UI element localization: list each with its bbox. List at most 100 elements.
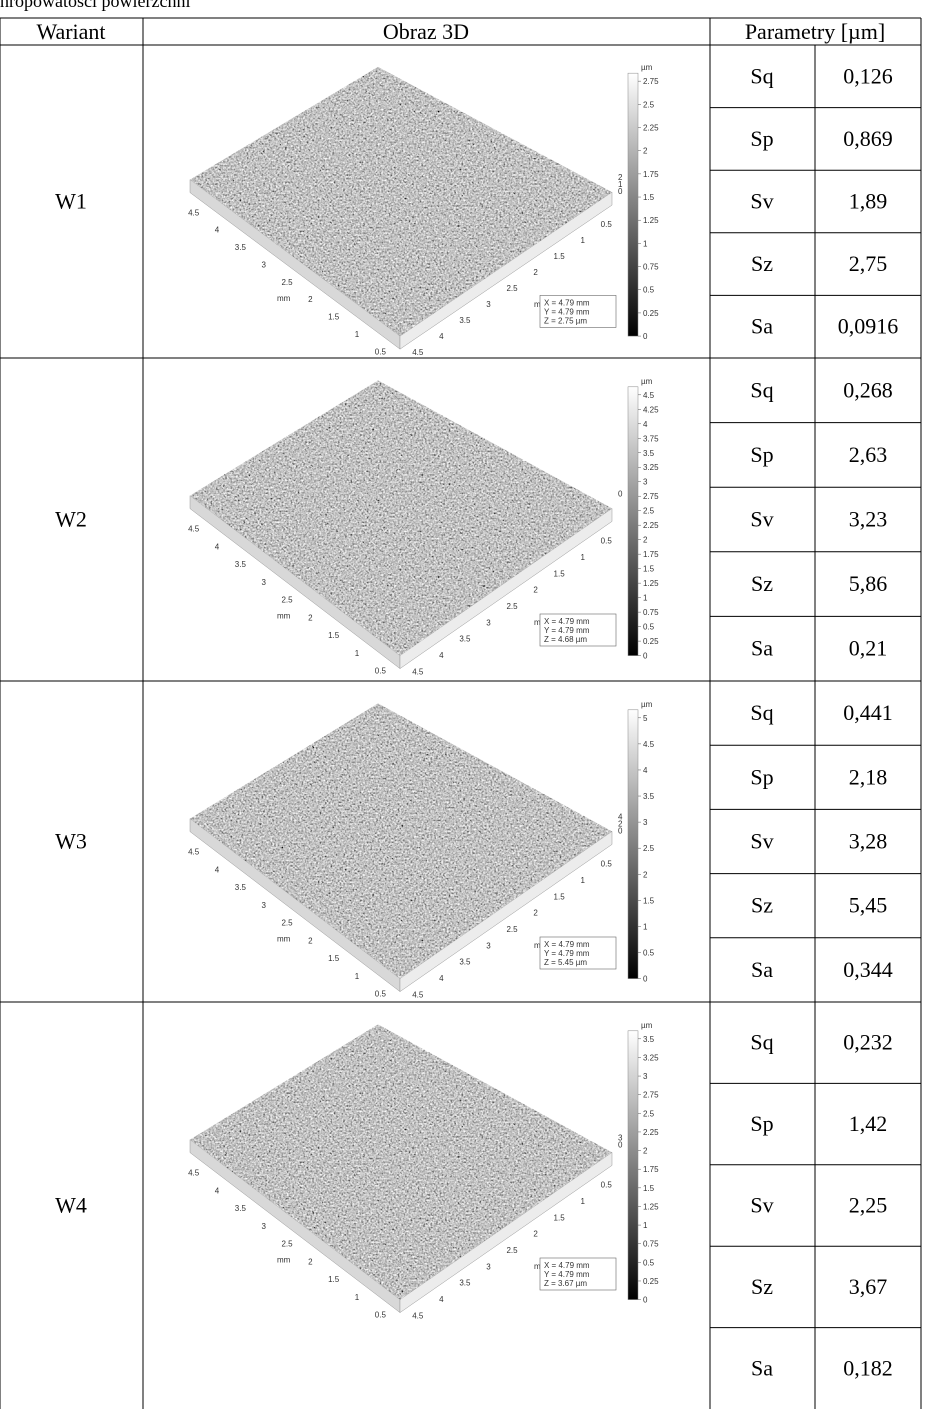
param-value: 0,232: [843, 1030, 893, 1055]
info-line: Z = 2.75 µm: [544, 316, 587, 325]
colorbar-tick-label: 4.5: [643, 391, 655, 400]
colorbar-tick-label: 0: [643, 1296, 648, 1305]
document: hropowatości powierzchniWariantObraz 3DP…: [0, 0, 925, 1409]
axis-tick-label: 1.5: [554, 569, 566, 578]
param-value: 0,268: [843, 377, 893, 402]
axis-tick-label: 1: [580, 236, 585, 245]
variant-label: W4: [55, 1193, 87, 1218]
axis-unit: mm: [277, 612, 291, 621]
axis-tick-label: 1.5: [328, 631, 340, 640]
info-line: X = 4.79 mm: [544, 617, 590, 626]
colorbar-tick-label: 1.25: [643, 579, 659, 588]
colorbar-tick-label: 1: [643, 922, 648, 931]
axis-tick-label: 3.5: [459, 635, 471, 644]
axis-tick-label: 3.5: [459, 1279, 471, 1288]
param-name: Sq: [750, 377, 773, 402]
param-value: 2,25: [849, 1193, 888, 1218]
axis-tick-label: 4.5: [412, 348, 424, 357]
colorbar-tick-label: 3: [643, 1072, 648, 1081]
info-line: Y = 4.79 mm: [544, 626, 590, 635]
colorbar: [628, 387, 638, 656]
axis-tick-label: 2.5: [281, 596, 293, 605]
colorbar-unit: µm: [641, 63, 653, 72]
axis-tick-label: 4.5: [412, 1311, 424, 1320]
param-value: 1,89: [849, 189, 888, 214]
param-value: 2,18: [849, 764, 888, 789]
colorbar-tick-label: 2: [643, 536, 648, 545]
param-name: Sq: [750, 700, 773, 725]
param-name: Sa: [751, 1355, 773, 1380]
axis-tick-label: 1: [580, 1197, 585, 1206]
info-line: Z = 3.67 µm: [544, 1279, 587, 1288]
colorbar-tick-label: 0.75: [643, 263, 659, 272]
colorbar-tick-label: 2.75: [643, 1091, 659, 1100]
colorbar: [628, 710, 638, 979]
axis-tick-label: 4: [439, 332, 444, 341]
colorbar-tick-label: 1.25: [643, 216, 659, 225]
colorbar-tick-label: 1.25: [643, 1202, 659, 1211]
colorbar-tick-label: 2.25: [643, 1128, 659, 1137]
axis-tick-label: 3: [486, 941, 491, 950]
colorbar-tick-label: 2.25: [643, 521, 659, 530]
colorbar-tick-label: 0.5: [643, 623, 655, 632]
axis-tick-label: 4: [215, 542, 220, 551]
colorbar-unit: µm: [641, 700, 653, 709]
axis-tick-label: 1.5: [554, 892, 566, 901]
colorbar-tick-label: 3: [643, 818, 648, 827]
axis-tick-label: 4: [439, 1295, 444, 1304]
axis-tick-label: 3.5: [459, 958, 471, 967]
colorbar-tick-label: 4.25: [643, 405, 659, 414]
colorbar-tick-label: 2.75: [643, 77, 659, 86]
param-value: 5,86: [849, 571, 888, 596]
axis-tick-label: 1: [355, 972, 360, 981]
axis-tick-label: 3: [261, 578, 266, 587]
colorbar-tick-label: 3.25: [643, 1053, 659, 1062]
axis-tick-label: 2.5: [506, 925, 518, 934]
colorbar-tick-label: 1.5: [643, 565, 655, 574]
colorbar-unit: µm: [641, 377, 653, 386]
variant-label: W3: [55, 829, 87, 854]
colorbar-tick-label: 0.75: [643, 1240, 659, 1249]
colorbar-tick-label: 3.5: [643, 1035, 655, 1044]
colorbar-tick-label: 2: [643, 147, 648, 156]
colorbar-tick-label: 1: [643, 239, 648, 248]
param-value: 2,75: [849, 251, 888, 276]
colorbar-tick-label: 1.5: [643, 1184, 655, 1193]
axis-tick-label: 1: [580, 876, 585, 885]
z-tick-label: 0: [618, 489, 623, 498]
axis-tick-label: 0.5: [375, 347, 387, 356]
param-value: 0,344: [843, 957, 893, 982]
colorbar-tick-label: 0.25: [643, 637, 659, 646]
colorbar-tick-label: 1: [643, 1221, 648, 1230]
param-value: 3,28: [849, 829, 888, 854]
axis-tick-label: 2: [308, 936, 313, 945]
param-name: Sz: [751, 893, 773, 918]
param-name: Sp: [750, 126, 773, 151]
info-line: Z = 5.45 µm: [544, 958, 587, 967]
colorbar-tick-label: 0.25: [643, 309, 659, 318]
axis-tick-label: 2: [533, 268, 538, 277]
colorbar-tick-label: 1.75: [643, 550, 659, 559]
axis-tick-label: 4: [215, 226, 220, 235]
axis-tick-label: 4.5: [412, 990, 424, 999]
axis-tick-label: 3.5: [235, 243, 247, 252]
axis-tick-label: 1.5: [328, 1275, 340, 1284]
colorbar-tick-label: 4: [643, 766, 648, 775]
colorbar-tick-label: 1.75: [643, 1165, 659, 1174]
colorbar-tick-label: 3.5: [643, 449, 655, 458]
axis-tick-label: 3.5: [459, 316, 471, 325]
axis-unit: mm: [277, 1256, 291, 1265]
param-value: 0,126: [843, 63, 893, 88]
axis-tick-label: 4.5: [188, 208, 200, 217]
param-name: Sa: [751, 636, 773, 661]
axis-tick-label: 1.5: [554, 1213, 566, 1222]
axis-tick-label: 3: [261, 260, 266, 269]
axis-tick-label: 4.5: [188, 524, 200, 533]
axis-tick-label: 2.5: [281, 919, 293, 928]
axis-tick-label: 4.5: [412, 667, 424, 676]
caption: hropowatości powierzchni: [0, 0, 190, 11]
axis-tick-label: 1: [355, 649, 360, 658]
axis-tick-label: 3: [486, 300, 491, 309]
axis-tick-label: 1: [355, 330, 360, 339]
colorbar-tick-label: 5: [643, 714, 648, 723]
